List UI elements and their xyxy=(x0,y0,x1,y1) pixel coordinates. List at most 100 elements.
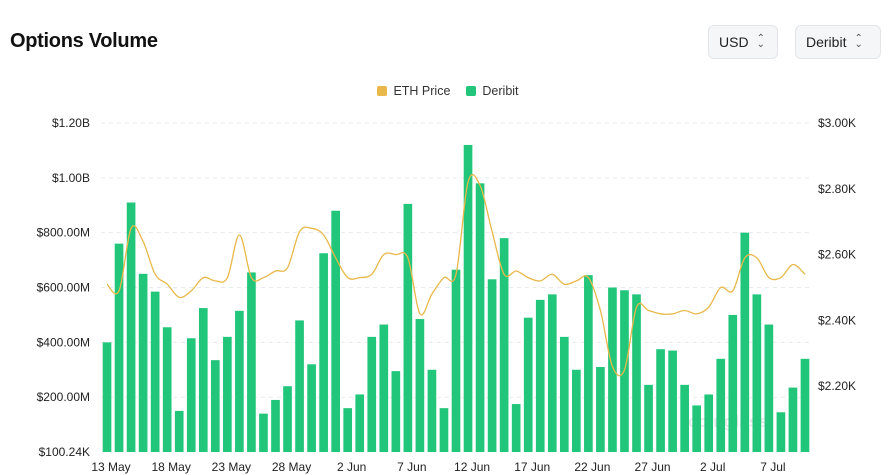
bar-deribit[interactable] xyxy=(451,269,461,452)
bar-deribit[interactable] xyxy=(210,360,220,452)
bar-deribit[interactable] xyxy=(343,408,353,452)
x-tick-label: 23 May xyxy=(212,460,251,474)
y-left-tick-label: $200.00M xyxy=(37,390,90,404)
chart-legend: ETH Price Deribit xyxy=(0,84,896,98)
bar-deribit[interactable] xyxy=(680,384,689,452)
y-axis-right: $2.20K $2.40K $2.60K $2.80K $3.00K xyxy=(818,116,856,393)
bar-deribit[interactable] xyxy=(162,327,172,452)
bar-deribit[interactable] xyxy=(632,294,641,452)
x-tick-label: 27 Jun xyxy=(635,460,671,474)
bar-deribit[interactable] xyxy=(535,299,545,452)
x-tick-label: 18 May xyxy=(152,460,191,474)
bar-deribit[interactable] xyxy=(150,291,160,452)
legend-label-deribit: Deribit xyxy=(482,84,519,98)
chevron-updown-icon: ⌃ ⌄ xyxy=(854,33,863,50)
chevron-updown-icon: ⌃ ⌄ xyxy=(756,33,765,50)
bar-deribit[interactable] xyxy=(174,410,184,452)
bar-deribit[interactable] xyxy=(800,358,810,452)
bar-deribit[interactable] xyxy=(764,324,774,452)
bar-deribit[interactable] xyxy=(644,384,653,452)
x-tick-label: 7 Jul xyxy=(760,460,785,474)
exchange-select-value: Deribit xyxy=(806,34,847,50)
legend-label-eth-price: ETH Price xyxy=(393,84,451,98)
bar-deribit[interactable] xyxy=(259,413,268,452)
bar-deribit[interactable] xyxy=(427,369,437,452)
x-tick-label: 2 Jul xyxy=(700,460,725,474)
bar-deribit[interactable] xyxy=(295,320,304,452)
bar-deribit[interactable] xyxy=(728,314,738,452)
bar-deribit[interactable] xyxy=(138,273,148,452)
x-tick-label: 17 Jun xyxy=(514,460,550,474)
bar-deribit[interactable] xyxy=(331,210,340,452)
legend-item-deribit[interactable]: Deribit xyxy=(466,84,519,98)
bar-deribit[interactable] xyxy=(608,287,617,452)
bar-deribit[interactable] xyxy=(403,203,413,452)
legend-item-eth-price[interactable]: ETH Price xyxy=(377,84,450,98)
bar-deribit[interactable] xyxy=(788,387,798,452)
y-right-tick-label: $3.00K xyxy=(818,116,856,130)
bar-deribit[interactable] xyxy=(704,394,714,452)
bar-deribit[interactable] xyxy=(463,144,473,452)
bar-deribit[interactable] xyxy=(439,408,449,452)
exchange-select[interactable]: Deribit ⌃ ⌄ xyxy=(795,25,881,59)
bar-deribit[interactable] xyxy=(499,238,509,452)
bar-deribit[interactable] xyxy=(547,294,557,452)
bar-deribit[interactable] xyxy=(307,364,316,452)
y-left-tick-label: $400.00M xyxy=(37,335,90,349)
bar-deribit[interactable] xyxy=(271,399,280,452)
bar-deribit[interactable] xyxy=(668,350,677,452)
currency-select[interactable]: USD ⌃ ⌄ xyxy=(708,25,778,59)
bar-deribit[interactable] xyxy=(102,342,112,452)
bar-deribit[interactable] xyxy=(559,336,569,452)
y-right-tick-label: $2.40K xyxy=(818,313,856,327)
legend-swatch-deribit xyxy=(466,86,477,96)
bar-deribit[interactable] xyxy=(126,202,136,452)
bar-deribit[interactable] xyxy=(186,338,196,452)
bar-deribit[interactable] xyxy=(223,336,232,452)
bar-deribit[interactable] xyxy=(319,253,328,452)
bar-deribit[interactable] xyxy=(247,272,256,452)
bar-deribit[interactable] xyxy=(752,294,762,452)
y-left-tick-label: $1.00B xyxy=(52,171,90,185)
bar-deribit[interactable] xyxy=(656,349,665,452)
bar-deribit[interactable] xyxy=(740,232,750,452)
x-tick-label: 12 Jun xyxy=(454,460,490,474)
y-left-tick-label: $600.00M xyxy=(37,281,90,295)
bar-deribit[interactable] xyxy=(415,319,425,452)
bar-deribit[interactable] xyxy=(391,371,401,452)
bar-deribit[interactable] xyxy=(367,336,377,452)
bar-deribit[interactable] xyxy=(487,279,497,452)
currency-select-value: USD xyxy=(719,34,749,50)
bar-deribit[interactable] xyxy=(198,308,208,452)
eth-price-line[interactable] xyxy=(106,173,806,377)
bar-deribit[interactable] xyxy=(475,183,485,452)
x-tick-label: 28 May xyxy=(272,460,311,474)
bar-deribit[interactable] xyxy=(355,394,365,452)
bar-deribit[interactable] xyxy=(572,369,581,452)
bar-deribit[interactable] xyxy=(596,367,605,452)
x-tick-label: 13 May xyxy=(91,460,130,474)
bar-deribit[interactable] xyxy=(379,324,389,452)
line-layer xyxy=(106,173,806,377)
x-tick-label: 22 Jun xyxy=(574,460,610,474)
y-axis-left: $100.24K $200.00M $400.00M $600.00M $800.00M… xyxy=(37,116,90,459)
y-right-tick-label: $2.20K xyxy=(818,379,856,393)
bar-deribit[interactable] xyxy=(523,317,533,452)
y-left-tick-label: $100.24K xyxy=(39,445,90,459)
bar-deribit[interactable] xyxy=(692,405,702,452)
bar-layer xyxy=(102,144,810,452)
bar-deribit[interactable] xyxy=(584,275,593,452)
x-axis: 13 May 18 May 23 May 28 May 2 Jun 7 Jun 12 Jun… xyxy=(91,460,785,474)
y-left-tick-label: $800.00M xyxy=(37,226,90,240)
bar-deribit[interactable] xyxy=(716,358,726,452)
bar-deribit[interactable] xyxy=(283,386,292,452)
bar-deribit[interactable] xyxy=(776,412,786,452)
y-right-tick-label: $2.80K xyxy=(818,182,856,196)
bar-deribit[interactable] xyxy=(114,243,124,452)
y-right-tick-label: $2.60K xyxy=(818,248,856,262)
y-left-tick-label: $1.20B xyxy=(52,116,90,130)
page-title: Options Volume xyxy=(10,30,158,52)
bar-deribit[interactable] xyxy=(511,404,521,452)
bar-deribit[interactable] xyxy=(235,310,244,452)
